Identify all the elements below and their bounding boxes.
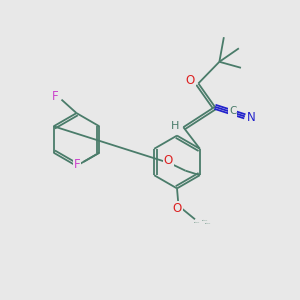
Text: H: H xyxy=(171,121,179,131)
Text: F: F xyxy=(74,158,80,171)
Text: O: O xyxy=(172,202,182,215)
Text: O: O xyxy=(164,154,173,167)
Text: methoxy: methoxy xyxy=(202,220,208,221)
Text: F: F xyxy=(52,89,58,103)
Text: methoxy: methoxy xyxy=(205,222,211,224)
Text: O: O xyxy=(185,74,195,87)
Text: N: N xyxy=(247,111,256,124)
Text: C: C xyxy=(229,106,237,116)
Text: methoxy: methoxy xyxy=(194,222,200,223)
